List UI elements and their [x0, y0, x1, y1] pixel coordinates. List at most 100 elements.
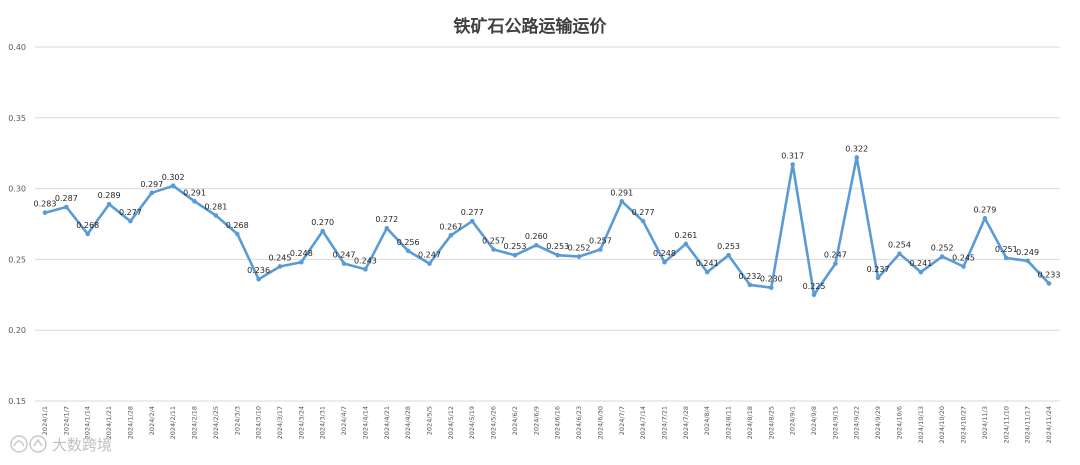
x-tick-label: 2024/3/3	[233, 406, 241, 435]
data-label: 0.268	[76, 221, 99, 230]
x-tick-label: 2024/10/20	[938, 406, 946, 443]
data-label: 0.237	[867, 265, 890, 274]
data-label: 0.247	[333, 251, 356, 260]
x-tick-label: 2024/1/14	[84, 406, 92, 439]
x-tick-label: 2024/11/10	[1002, 406, 1010, 443]
x-tick-label: 2024/7/21	[660, 406, 668, 439]
data-point	[427, 261, 432, 266]
data-label: 0.267	[439, 222, 462, 231]
data-label: 0.233	[1038, 270, 1061, 279]
data-label: 0.253	[546, 242, 569, 251]
x-tick-label: 2024/7/7	[618, 406, 626, 435]
data-point	[341, 261, 347, 266]
data-point	[619, 199, 625, 204]
y-tick-label: 0.20	[8, 326, 26, 335]
data-point	[320, 228, 326, 234]
data-point	[918, 269, 924, 275]
x-tick-label: 2024/10/13	[917, 406, 925, 443]
x-tick-label: 2024/2/18	[191, 406, 199, 439]
data-label: 0.261	[674, 231, 697, 240]
data-label: 0.257	[482, 236, 505, 245]
y-tick-label: 0.35	[8, 114, 26, 123]
data-label: 0.272	[375, 215, 398, 224]
data-point	[149, 190, 155, 196]
series-line	[44, 156, 1050, 297]
x-tick-label: 2024/3/31	[319, 406, 327, 439]
data-point	[491, 247, 496, 252]
data-label: 0.283	[34, 200, 57, 209]
data-point	[448, 233, 454, 238]
x-tick-label: 2024/6/30	[596, 406, 604, 439]
x-tick-label: 2024/6/9	[532, 406, 540, 435]
x-tick-label: 2024/5/12	[447, 406, 455, 439]
data-point	[704, 269, 710, 275]
x-tick-label: 2024/2/4	[148, 406, 156, 435]
data-point	[534, 242, 539, 248]
data-label: 0.270	[311, 218, 334, 227]
y-tick-label: 0.15	[8, 397, 26, 406]
data-label: 0.317	[781, 152, 804, 161]
data-point	[213, 213, 219, 218]
x-tick-label: 2024/8/4	[703, 406, 711, 435]
data-point	[299, 259, 304, 265]
x-tick-label: 2024/11/24	[1045, 406, 1053, 443]
data-point	[875, 275, 881, 281]
data-label: 0.257	[589, 236, 612, 245]
x-tick-label: 2024/7/14	[639, 406, 647, 439]
x-tick-label: 2024/5/19	[468, 406, 476, 439]
data-label: 0.247	[418, 251, 441, 260]
data-label: 0.268	[226, 221, 249, 230]
data-point	[790, 162, 795, 167]
x-tick-label: 2024/2/11	[169, 406, 177, 439]
data-point	[961, 264, 966, 269]
data-point	[555, 252, 560, 258]
data-label: 0.252	[931, 244, 954, 253]
x-axis-ticks: 2024/1/1 2024/1/7 2024/1/14 2024/1/21 2024/1…	[41, 406, 1053, 443]
data-point	[256, 276, 261, 282]
data-point	[1046, 281, 1052, 286]
data-label: 0.322	[845, 144, 868, 153]
watermark-text: 大数跨境	[52, 436, 112, 454]
data-label: 0.281	[204, 203, 227, 212]
x-tick-label: 2024/1/21	[105, 406, 113, 439]
data-label: 0.241	[696, 259, 719, 268]
data-label: 0.232	[738, 272, 761, 281]
data-point	[726, 252, 731, 258]
x-tick-label: 2024/1/1	[41, 406, 49, 435]
data-point	[982, 216, 988, 221]
data-label: 0.287	[55, 194, 78, 203]
data-point	[1003, 255, 1009, 261]
x-tick-label: 2024/8/18	[746, 406, 754, 439]
x-tick-label: 2024/9/29	[874, 406, 882, 439]
data-point	[854, 155, 860, 160]
data-label: 0.277	[461, 208, 484, 217]
x-tick-label: 2024/7/28	[682, 406, 690, 439]
data-point	[833, 261, 838, 266]
data-label: 0.230	[760, 275, 783, 284]
data-point	[192, 199, 197, 204]
y-tick-label: 0.40	[8, 43, 26, 52]
data-point	[363, 267, 368, 272]
data-point	[811, 292, 817, 298]
x-tick-label: 2024/9/15	[831, 406, 839, 439]
data-label: 0.289	[98, 191, 121, 200]
x-tick-label: 2024/6/23	[575, 406, 583, 439]
x-tick-label: 2024/6/2	[511, 406, 519, 435]
data-point	[405, 248, 411, 254]
data-point	[384, 225, 390, 231]
x-tick-label: 2024/3/24	[297, 406, 305, 439]
x-tick-label: 2024/5/5	[426, 406, 434, 435]
x-tick-label: 2024/2/25	[212, 406, 220, 439]
data-label: 0.254	[888, 241, 911, 250]
data-label: 0.253	[717, 242, 740, 251]
data-label: 0.241	[909, 259, 932, 268]
data-point	[277, 264, 283, 269]
data-point	[469, 218, 475, 224]
data-label: 0.248	[290, 249, 313, 258]
x-tick-label: 2024/8/11	[725, 406, 733, 439]
data-point	[640, 218, 646, 224]
data-label: 0.249	[1016, 248, 1039, 257]
data-label: 0.302	[162, 173, 185, 182]
